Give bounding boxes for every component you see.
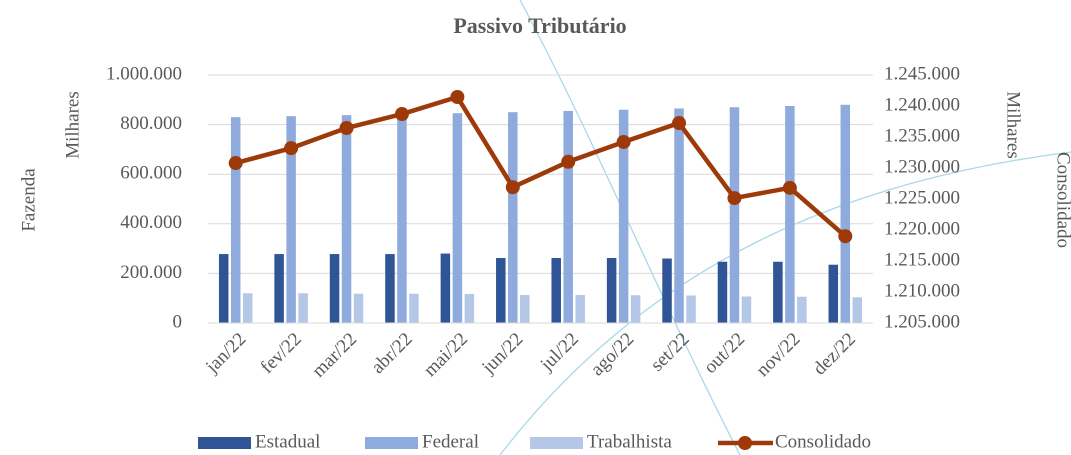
y2-tick-label: 1.235.000 — [884, 125, 960, 146]
y2-tick-label: 1.220.000 — [884, 218, 960, 239]
bar — [551, 258, 561, 323]
x-tick-label: jan/22 — [201, 329, 250, 378]
y-tick-label: 400.000 — [120, 212, 182, 233]
bar — [218, 254, 229, 323]
x-tick-label: nov/22 — [752, 329, 804, 381]
bar — [729, 107, 740, 324]
y2-tick-label: 1.215.000 — [884, 249, 960, 270]
legend-label: Trabalhista — [587, 431, 672, 452]
bar — [286, 116, 296, 323]
bar — [230, 117, 241, 323]
x-tick-label: fev/22 — [257, 329, 306, 378]
bar — [508, 112, 518, 323]
bar — [828, 264, 839, 323]
bar — [662, 258, 672, 323]
y-tick-label: 0 — [173, 311, 183, 332]
legend-label: Federal — [422, 431, 479, 452]
bar — [496, 258, 506, 323]
bar — [464, 293, 475, 323]
bar — [409, 293, 419, 323]
decor-curve — [519, 0, 741, 455]
legend-swatch — [365, 437, 418, 449]
y-axis-unit: Milhares — [62, 91, 83, 159]
legend-swatch — [198, 437, 251, 449]
y-tick-label: 800.000 — [120, 113, 182, 134]
bar — [773, 261, 783, 323]
bar — [686, 295, 696, 323]
line-marker — [838, 229, 853, 244]
x-tick-label: out/22 — [700, 329, 749, 378]
bar — [298, 293, 308, 323]
bar — [840, 104, 851, 323]
bar — [852, 297, 863, 323]
bar — [606, 258, 617, 323]
x-tick-label: set/22 — [647, 329, 694, 376]
bar — [353, 293, 364, 323]
y2-tick-label: 1.240.000 — [884, 94, 960, 115]
x-tick-label: jul/22 — [536, 329, 583, 376]
bar — [329, 254, 340, 323]
y2-axis-title: Consolidado — [1053, 152, 1071, 248]
bar — [452, 113, 463, 323]
line-marker — [672, 116, 687, 131]
decor-curve — [499, 151, 1071, 455]
line-marker — [561, 154, 576, 169]
bar — [520, 294, 530, 323]
line-marker — [228, 156, 243, 171]
line-marker — [450, 90, 465, 105]
chart-title: Passivo Tributário — [453, 13, 626, 38]
x-tick-label: dez/22 — [809, 329, 860, 380]
line-marker — [505, 180, 520, 195]
y2-axis-unit: Milhares — [1003, 91, 1024, 159]
x-tick-label: abr/22 — [367, 329, 416, 378]
bar — [341, 115, 352, 324]
legend-label: Consolidado — [775, 431, 871, 452]
bar — [674, 108, 684, 323]
bar — [618, 109, 629, 323]
line-marker — [727, 191, 742, 206]
bar — [242, 293, 253, 323]
y2-tick-label: 1.210.000 — [884, 280, 960, 301]
line-marker — [616, 134, 631, 149]
bar — [630, 295, 641, 323]
bar — [274, 254, 284, 323]
legend-swatch — [738, 436, 752, 450]
line-marker — [394, 107, 409, 122]
bar — [397, 114, 407, 324]
legend-label: Estadual — [255, 431, 320, 452]
y-axis-title: Fazenda — [18, 168, 39, 232]
bar — [797, 296, 807, 323]
bar — [575, 294, 585, 323]
y2-tick-label: 1.205.000 — [884, 311, 960, 332]
x-tick-label: mar/22 — [308, 329, 361, 382]
x-tick-label: mai/22 — [420, 329, 472, 381]
y-tick-label: 600.000 — [120, 163, 182, 184]
legend-swatch — [530, 437, 583, 449]
bar — [741, 296, 752, 323]
line-marker — [284, 141, 299, 156]
bar — [385, 254, 395, 323]
y2-tick-label: 1.230.000 — [884, 156, 960, 177]
line-marker — [339, 121, 354, 136]
x-tick-label: jun/22 — [478, 329, 528, 379]
line-marker — [782, 180, 797, 195]
line-series — [235, 94, 847, 238]
bar — [563, 110, 573, 324]
bar — [440, 253, 451, 323]
y-tick-label: 200.000 — [120, 262, 182, 283]
y2-tick-label: 1.245.000 — [884, 63, 960, 84]
bar — [717, 261, 728, 323]
bar — [785, 106, 795, 323]
y-tick-label: 1.000.000 — [106, 63, 182, 84]
y2-tick-label: 1.225.000 — [884, 187, 960, 208]
